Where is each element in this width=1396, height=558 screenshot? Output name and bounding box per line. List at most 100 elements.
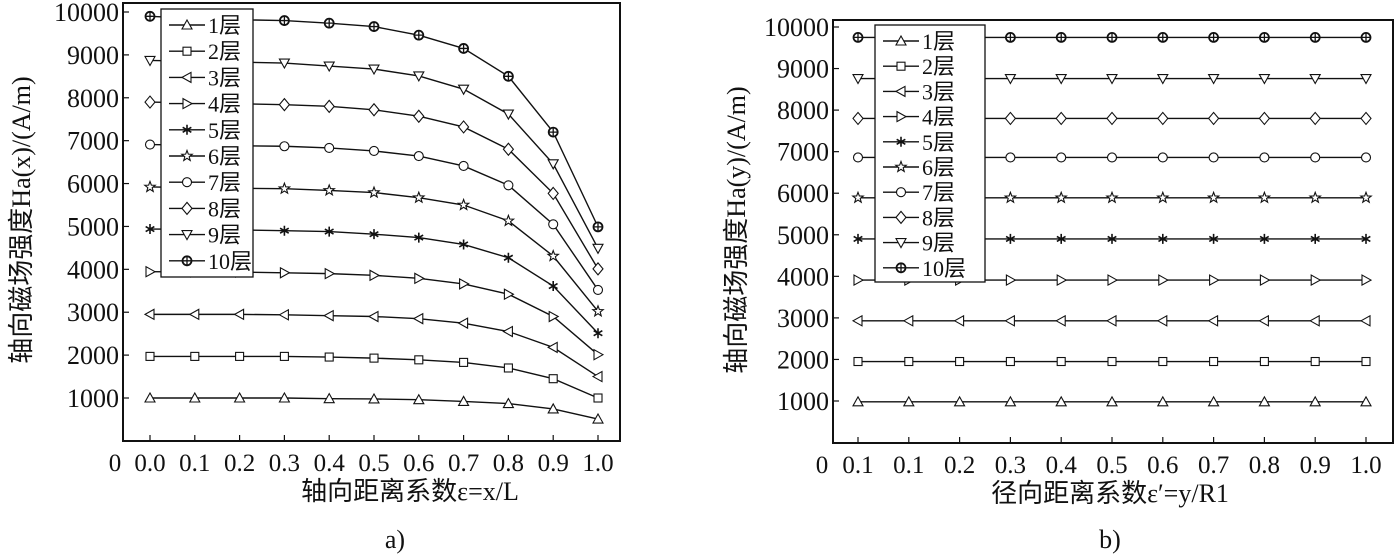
- y-tick-label: 5000: [777, 221, 829, 250]
- legend-item: 8层: [169, 196, 241, 221]
- x-tick-label: 0.6: [1147, 452, 1178, 479]
- legend-item: 4层: [883, 105, 955, 130]
- marker-cross: [1310, 32, 1320, 42]
- x-tick-label: 0.3: [995, 452, 1026, 479]
- x-tick-label: 0.9: [1300, 452, 1331, 479]
- data-point: [902, 314, 914, 327]
- data-point: [143, 308, 155, 321]
- marker-cross: [853, 32, 863, 42]
- y-tick-label: 2000: [67, 341, 119, 370]
- legend-label: 10层: [208, 249, 252, 274]
- data-point: [503, 288, 515, 301]
- data-point: [852, 73, 864, 85]
- data-point: [1259, 233, 1270, 244]
- data-point: [144, 55, 156, 67]
- legend-item: 4层: [169, 92, 241, 117]
- data-point: [1361, 274, 1373, 287]
- data-point: [1361, 233, 1371, 244]
- legend-marker: [896, 110, 908, 123]
- data-point: [502, 325, 513, 338]
- x-tick-label: 1.0: [582, 450, 613, 477]
- y-tick-label: 6000: [777, 179, 829, 208]
- y-tick-label: 9000: [67, 41, 119, 70]
- data-point: [1206, 190, 1221, 204]
- legend-label: 7层: [922, 180, 955, 205]
- legend-box: [160, 8, 254, 278]
- legend-marker: [180, 71, 192, 84]
- data-point: [1359, 314, 1371, 327]
- legend-item: 7层: [169, 170, 241, 195]
- data-point: [1259, 274, 1271, 287]
- data-point: [502, 397, 515, 409]
- data-point: [1310, 152, 1321, 163]
- data-point: [904, 356, 914, 367]
- marker-cross: [459, 43, 469, 53]
- data-point: [503, 180, 514, 191]
- data-point: [502, 142, 515, 157]
- data-point: [412, 312, 424, 325]
- data-point: [1208, 31, 1219, 43]
- data-point: [1157, 31, 1169, 43]
- legend-label: 9层: [922, 231, 955, 256]
- y-tick-label: 9000: [777, 55, 829, 84]
- legend-item: 9层: [883, 231, 955, 256]
- marker-cross: [503, 71, 513, 81]
- data-point: [501, 213, 516, 227]
- data-point: [414, 355, 424, 365]
- legend-marker: [896, 136, 906, 147]
- x-tick-label: 0.0: [134, 450, 165, 477]
- data-point: [324, 267, 336, 280]
- data-point: [233, 308, 245, 321]
- plot-frame: [122, 2, 621, 442]
- data-point: [145, 265, 157, 278]
- data-point: [1209, 274, 1220, 287]
- data-point: [1107, 274, 1119, 287]
- data-point: [190, 351, 200, 361]
- panel-label: a): [385, 525, 405, 554]
- marker-cross: [1005, 32, 1015, 42]
- data-point: [547, 159, 560, 170]
- data-point: [458, 239, 469, 250]
- data-point: [1158, 233, 1168, 244]
- data-point: [592, 412, 604, 424]
- data-point: [1360, 395, 1372, 407]
- legend-marker: [182, 124, 192, 135]
- data-point: [1158, 274, 1169, 287]
- marker-cross: [1107, 32, 1117, 42]
- data-point: [188, 391, 201, 403]
- data-point: [1004, 395, 1017, 407]
- legend-marker: [895, 34, 907, 46]
- data-point: [953, 395, 966, 407]
- data-point: [279, 266, 291, 279]
- series-2: [853, 356, 1371, 367]
- x-tick-label: 0.1: [842, 452, 873, 479]
- y-tick-label: 4000: [777, 262, 829, 291]
- data-point: [233, 391, 246, 403]
- legend-label: 7层: [208, 170, 241, 195]
- data-point: [413, 109, 425, 124]
- data-point: [1156, 73, 1169, 85]
- data-point: [457, 120, 470, 134]
- data-point: [547, 341, 558, 354]
- data-point: [414, 232, 424, 243]
- data-point: [143, 179, 157, 193]
- data-point: [593, 328, 603, 339]
- x-tick-label: 0.7: [448, 450, 479, 477]
- x-tick-label: 0.8: [493, 450, 524, 477]
- data-point: [548, 219, 559, 230]
- data-point: [1105, 190, 1119, 204]
- legend-item: 1层: [169, 13, 241, 38]
- series-3: [143, 308, 603, 383]
- y-tick-label: 3000: [777, 304, 829, 333]
- y-tick-label: 7000: [777, 138, 829, 167]
- x-tick-label: 0.7: [1198, 452, 1229, 479]
- data-point: [1055, 314, 1066, 327]
- legend-label: 8层: [208, 196, 241, 221]
- plot-frame: [832, 19, 1394, 444]
- data-point: [1156, 314, 1168, 327]
- data-point: [592, 243, 604, 255]
- marker-cross: [1209, 32, 1219, 42]
